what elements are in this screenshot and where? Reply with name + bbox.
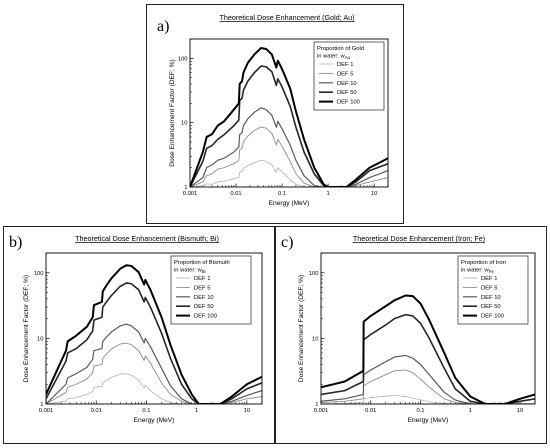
legend-title: Proportion of Gold (317, 46, 364, 52)
x-tick-label: 1 (195, 408, 198, 414)
legend-item-label: DEF 50 (337, 90, 357, 96)
legend-item-label: DEF 5 (194, 285, 210, 291)
series-line-def-100 (321, 294, 535, 404)
x-tick-label: 0.01 (91, 408, 102, 414)
legend-title-line2-text: in water: w (174, 268, 203, 274)
x-axis-label: Energy (MeV) (408, 417, 449, 424)
x-axis-label: Energy (MeV) (269, 200, 310, 207)
x-tick-label: 0.1 (416, 408, 424, 414)
legend-title-subscript: Fe (489, 269, 495, 274)
legend-title-line2-text: in water: w (317, 54, 346, 60)
legend-title: Proportion of Iron (461, 260, 506, 266)
x-tick-label: 1 (326, 191, 329, 197)
panel-label: b) (9, 234, 22, 251)
legend-title-line2: in water: wFe (461, 268, 494, 275)
series-line-def-100 (46, 264, 262, 404)
y-tick-label: 1 (315, 402, 318, 408)
y-axis-label: Dose Enhancement Factor (DEF; %) (169, 59, 176, 166)
chart-bismuth: b) Theoretical Dose Enhancement (Bismuth;… (9, 234, 263, 424)
series-line-def-10 (190, 107, 388, 187)
plot-area-border (45, 252, 263, 405)
legend-item-label: DEF 50 (194, 304, 214, 310)
panel-label: c) (281, 234, 293, 251)
legend-box (457, 255, 529, 325)
legend-title-line2-text: in water: w (461, 268, 490, 274)
x-tick-label: 0.1 (278, 191, 286, 197)
y-tick-label: 10 (181, 121, 187, 127)
series-line-def-5 (46, 342, 262, 404)
chart-gold: a) Theoretical Dose Enhancement (Gold; Au… (157, 13, 389, 207)
x-axis-label: Energy (MeV) (134, 417, 175, 424)
x-tick-label: 1 (469, 408, 472, 414)
panel-label: a) (157, 18, 169, 35)
legend-item-label: DEF 1 (337, 62, 353, 68)
legend-item-label: DEF 5 (337, 71, 353, 77)
x-tick-label: 0.001 (314, 408, 329, 414)
series-line-def-1 (46, 373, 262, 404)
chart-iron: c) Theoretical Dose Enhancement (Iron; Fe… (281, 234, 536, 424)
y-tick-label: 10 (312, 336, 318, 342)
y-tick-label: 10 (37, 336, 43, 342)
y-axis-label: Dose Enhancement Factor (DEF; %) (23, 275, 30, 382)
series-line-def-10 (46, 323, 262, 404)
x-tick-label: 0.1 (142, 408, 150, 414)
x-tick-label: 10 (517, 408, 523, 414)
x-tick-label: 0.01 (365, 408, 376, 414)
legend-title-line2: in water: wAu (317, 54, 351, 61)
chart-title: Theoretical Dose Enhancement (Iron; Fe) (353, 234, 485, 243)
legend-item-label: DEF 100 (481, 314, 504, 320)
legend-box (170, 255, 252, 325)
plot-area-border (320, 252, 536, 405)
series-line-def-10 (321, 354, 535, 404)
panel-b-frame: b) Theoretical Dose Enhancement (Bismuth;… (3, 226, 275, 444)
x-tick-label: 10 (371, 191, 377, 197)
legend-box (313, 41, 385, 111)
legend-item-label: DEF 100 (337, 100, 360, 106)
legend-title-subscript: Bi (202, 269, 206, 274)
series-line-def-5 (190, 126, 388, 187)
legend-title-line2: in water: wBi (174, 268, 206, 275)
legend-title: Proportion of Bismuth (174, 260, 230, 266)
x-tick-label: 0.001 (39, 408, 54, 414)
legend-item-label: DEF 5 (481, 285, 497, 291)
x-tick-label: 0.01 (230, 191, 241, 197)
y-axis-label: Dose Enhancement Factor (DEF; %) (298, 275, 305, 382)
legend-item-label: DEF 50 (481, 304, 501, 310)
series-group (190, 46, 388, 187)
series-line-def-50 (321, 313, 535, 404)
legend-item-label: DEF 1 (194, 276, 210, 282)
x-tick-label: 10 (244, 408, 250, 414)
y-tick-label: 1 (184, 185, 187, 191)
plot-area-border (189, 38, 389, 188)
chart-title: Theoretical Dose Enhancement (Gold; Au) (219, 13, 354, 22)
legend-item-label: DEF 10 (194, 295, 214, 301)
y-tick-label: 100 (309, 271, 319, 277)
chart-title: Theoretical Dose Enhancement (Bismuth; B… (75, 234, 219, 243)
x-tick-label: 0.001 (183, 191, 198, 197)
panel-c-frame: c) Theoretical Dose Enhancement (Iron; Fe… (275, 226, 547, 444)
panel-a-frame: a) Theoretical Dose Enhancement (Gold; Au… (146, 4, 404, 224)
series-group (46, 264, 262, 404)
legend-item-label: DEF 1 (481, 276, 497, 282)
y-tick-label: 100 (178, 56, 188, 62)
y-tick-label: 100 (34, 271, 44, 277)
series-group (321, 294, 535, 404)
legend-item-label: DEF 10 (337, 81, 357, 87)
legend-title-subscript: Au (345, 55, 351, 60)
series-line-def-1 (321, 395, 535, 404)
series-line-def-100 (190, 46, 388, 187)
legend-item-label: DEF 10 (481, 295, 501, 301)
legend-item-label: DEF 100 (194, 314, 217, 320)
series-line-def-1 (190, 159, 388, 187)
y-tick-label: 1 (40, 402, 43, 408)
